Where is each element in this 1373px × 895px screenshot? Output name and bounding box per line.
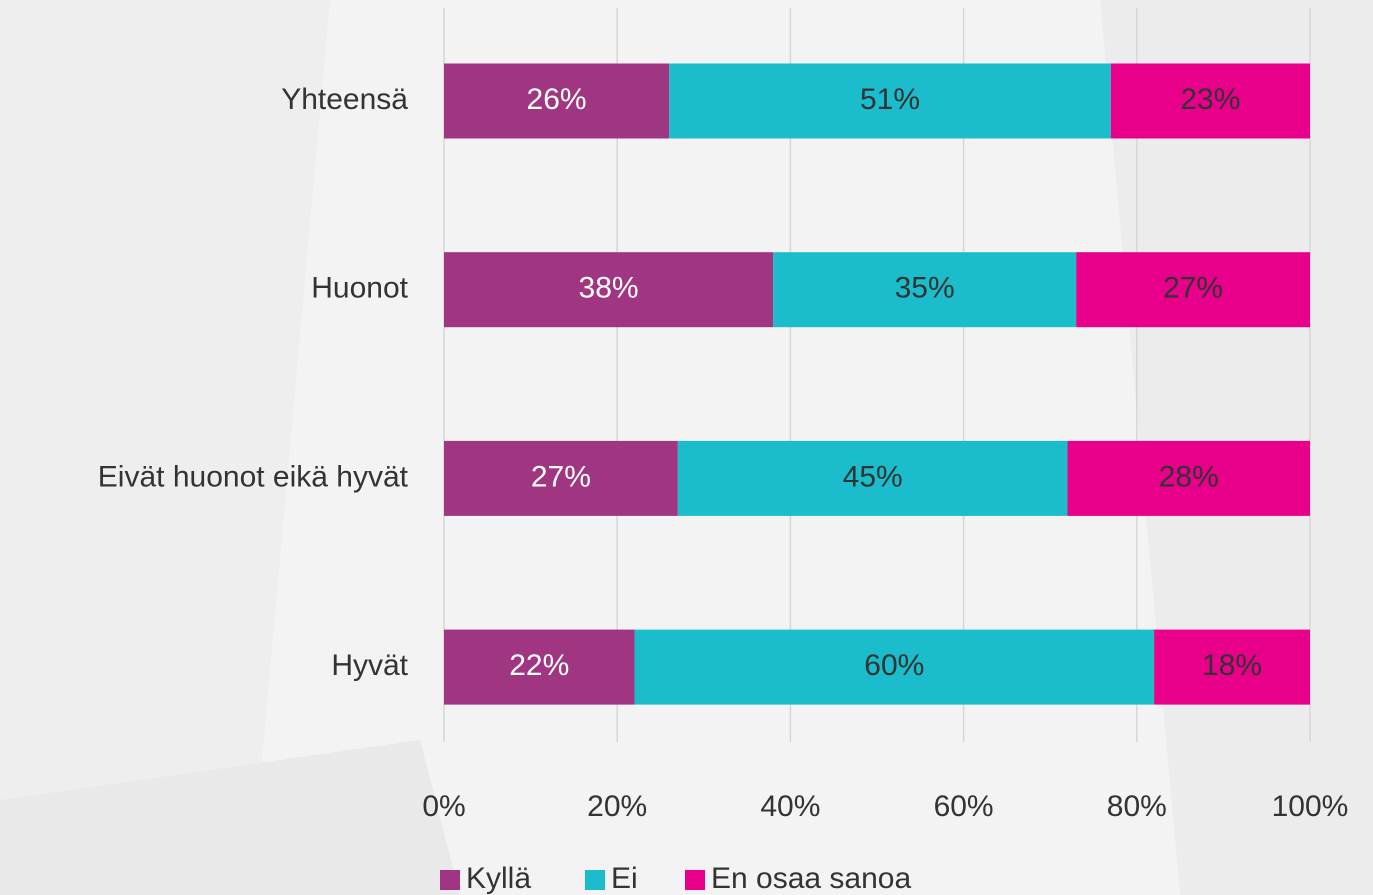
y-tick-label: Hyvät: [331, 649, 408, 682]
value-label: 26%: [527, 83, 587, 116]
value-label: 18%: [1202, 649, 1262, 682]
value-label: 35%: [895, 272, 955, 305]
x-tick-label: 100%: [1272, 790, 1349, 823]
x-tick-label: 40%: [760, 790, 820, 823]
value-label: 27%: [1163, 272, 1223, 305]
legend-swatch: [585, 870, 605, 890]
bar-segment: [1154, 629, 1310, 705]
x-tick-label: 80%: [1107, 790, 1167, 823]
x-tick-label: 60%: [934, 790, 994, 823]
value-label: 38%: [579, 272, 639, 305]
bar-segment: [1110, 63, 1310, 139]
bar-segment: [444, 252, 774, 328]
value-label: 45%: [843, 460, 903, 493]
value-label: 28%: [1159, 460, 1219, 493]
bar-segment: [444, 63, 670, 139]
bar-segment: [444, 629, 635, 705]
x-tick-label: 0%: [422, 790, 465, 823]
legend-label: Kyllä: [466, 862, 531, 895]
bar-segment: [773, 252, 1077, 328]
legend-label: En osaa sanoa: [711, 862, 911, 895]
bar-segment: [1067, 440, 1310, 516]
value-label: 23%: [1180, 83, 1240, 116]
bar-segment: [444, 440, 678, 516]
value-label: 27%: [531, 460, 591, 493]
bar-segment: [677, 440, 1068, 516]
value-label: 51%: [860, 83, 920, 116]
legend-label: Ei: [611, 862, 638, 895]
value-label: 60%: [864, 649, 924, 682]
background-shape: [0, 0, 330, 895]
y-tick-label: Huonot: [311, 272, 408, 305]
y-tick-label: Yhteensä: [281, 83, 408, 116]
value-label: 22%: [509, 649, 569, 682]
bar-segment: [634, 629, 1155, 705]
legend-swatch: [440, 870, 460, 890]
bar-segment: [669, 63, 1111, 139]
x-tick-label: 20%: [587, 790, 647, 823]
legend-swatch: [685, 870, 705, 890]
background-shape: [0, 740, 460, 895]
y-tick-label: Eivät huonot eikä hyvät: [98, 460, 409, 493]
bar-segment: [1076, 252, 1310, 328]
